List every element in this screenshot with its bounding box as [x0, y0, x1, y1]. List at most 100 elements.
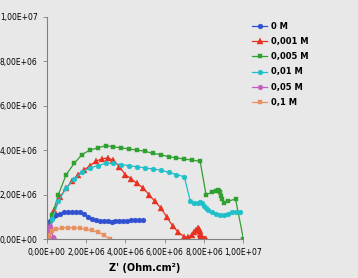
0,01 M: [226, 212, 230, 215]
0,01 M: [135, 165, 139, 168]
Line: 0,1 M: 0,1 M: [44, 225, 112, 242]
0,005 M: [127, 147, 131, 151]
X-axis label: Z' (Ohm.cm²): Z' (Ohm.cm²): [109, 263, 181, 273]
0,001 M: [176, 231, 181, 234]
0,005 M: [226, 200, 230, 203]
0,005 M: [151, 152, 155, 155]
0,01 M: [200, 202, 204, 205]
0 M: [106, 220, 110, 223]
0,005 M: [47, 229, 51, 232]
0 M: [137, 218, 141, 222]
0,1 M: [44, 237, 49, 241]
0 M: [94, 219, 98, 222]
0,01 M: [206, 208, 210, 212]
0,1 M: [45, 236, 50, 239]
0 M: [54, 213, 59, 216]
0,01 M: [188, 200, 193, 203]
0,005 M: [80, 153, 84, 156]
0,005 M: [198, 160, 202, 163]
0 M: [86, 215, 90, 219]
0,001 M: [200, 237, 205, 240]
0,001 M: [117, 165, 122, 168]
0,005 M: [217, 189, 221, 192]
0,005 M: [174, 156, 179, 160]
0,001 M: [88, 164, 92, 167]
Line: 0,001 M: 0,001 M: [43, 155, 209, 242]
0,005 M: [143, 150, 147, 153]
0,005 M: [103, 144, 108, 147]
0,001 M: [147, 193, 151, 196]
0,001 M: [123, 173, 127, 176]
0,001 M: [199, 236, 204, 240]
0,005 M: [159, 153, 163, 156]
0,005 M: [44, 237, 49, 241]
0,001 M: [141, 186, 145, 190]
0,01 M: [174, 173, 179, 176]
0,005 M: [111, 145, 116, 148]
0,01 M: [96, 164, 100, 167]
0,01 M: [103, 162, 108, 165]
0,01 M: [80, 171, 84, 174]
0,001 M: [52, 208, 57, 212]
0 M: [82, 212, 86, 215]
0 M: [52, 214, 57, 217]
0,005 M: [233, 197, 238, 201]
0,001 M: [204, 237, 208, 241]
0 M: [125, 219, 130, 222]
0,001 M: [129, 177, 134, 181]
0 M: [44, 237, 49, 241]
0,001 M: [111, 158, 116, 162]
0,001 M: [198, 230, 202, 233]
0,01 M: [233, 211, 238, 214]
0,001 M: [190, 233, 194, 236]
0,005 M: [96, 146, 100, 150]
0,001 M: [64, 186, 68, 190]
0,01 M: [166, 171, 171, 174]
0,001 M: [201, 237, 205, 240]
Line: 0,05 M: 0,05 M: [44, 223, 57, 242]
0,001 M: [170, 224, 175, 227]
0,001 M: [197, 227, 201, 231]
0,01 M: [64, 186, 68, 190]
0 M: [74, 210, 78, 213]
0,005 M: [220, 197, 224, 201]
0 M: [50, 216, 55, 220]
0,05 M: [52, 237, 57, 241]
0,1 M: [50, 230, 55, 233]
0 M: [117, 219, 122, 223]
0,001 M: [201, 237, 205, 240]
0,01 M: [119, 163, 124, 166]
0,01 M: [192, 202, 196, 205]
0,001 M: [106, 156, 110, 160]
0 M: [121, 219, 126, 222]
Line: 0 M: 0 M: [44, 209, 145, 242]
0,005 M: [219, 194, 223, 197]
0,1 M: [107, 237, 112, 241]
0,05 M: [49, 229, 54, 232]
0 M: [90, 217, 94, 221]
0,1 M: [90, 229, 94, 232]
0,001 M: [200, 237, 204, 240]
0,005 M: [182, 157, 187, 161]
0,01 M: [196, 202, 200, 205]
Line: 0,005 M: 0,005 M: [44, 143, 246, 242]
0,001 M: [199, 235, 203, 238]
0,05 M: [48, 224, 52, 227]
0,05 M: [44, 237, 49, 241]
0,01 M: [88, 166, 92, 170]
0 M: [45, 232, 50, 235]
0,001 M: [186, 235, 190, 239]
0,1 M: [66, 226, 70, 229]
0,01 M: [50, 217, 55, 221]
0,01 M: [111, 162, 116, 165]
0,01 M: [202, 204, 206, 207]
0,005 M: [64, 173, 68, 176]
0,001 M: [46, 233, 50, 236]
0,01 M: [56, 200, 61, 203]
0 M: [48, 220, 53, 223]
0 M: [129, 219, 134, 222]
0,001 M: [76, 173, 80, 176]
0,01 M: [214, 212, 218, 215]
0,1 M: [84, 228, 88, 231]
Legend: 0 M, 0,001 M, 0,005 M, 0,01 M, 0,05 M, 0,1 M: 0 M, 0,001 M, 0,005 M, 0,01 M, 0,05 M, 0…: [252, 21, 309, 108]
